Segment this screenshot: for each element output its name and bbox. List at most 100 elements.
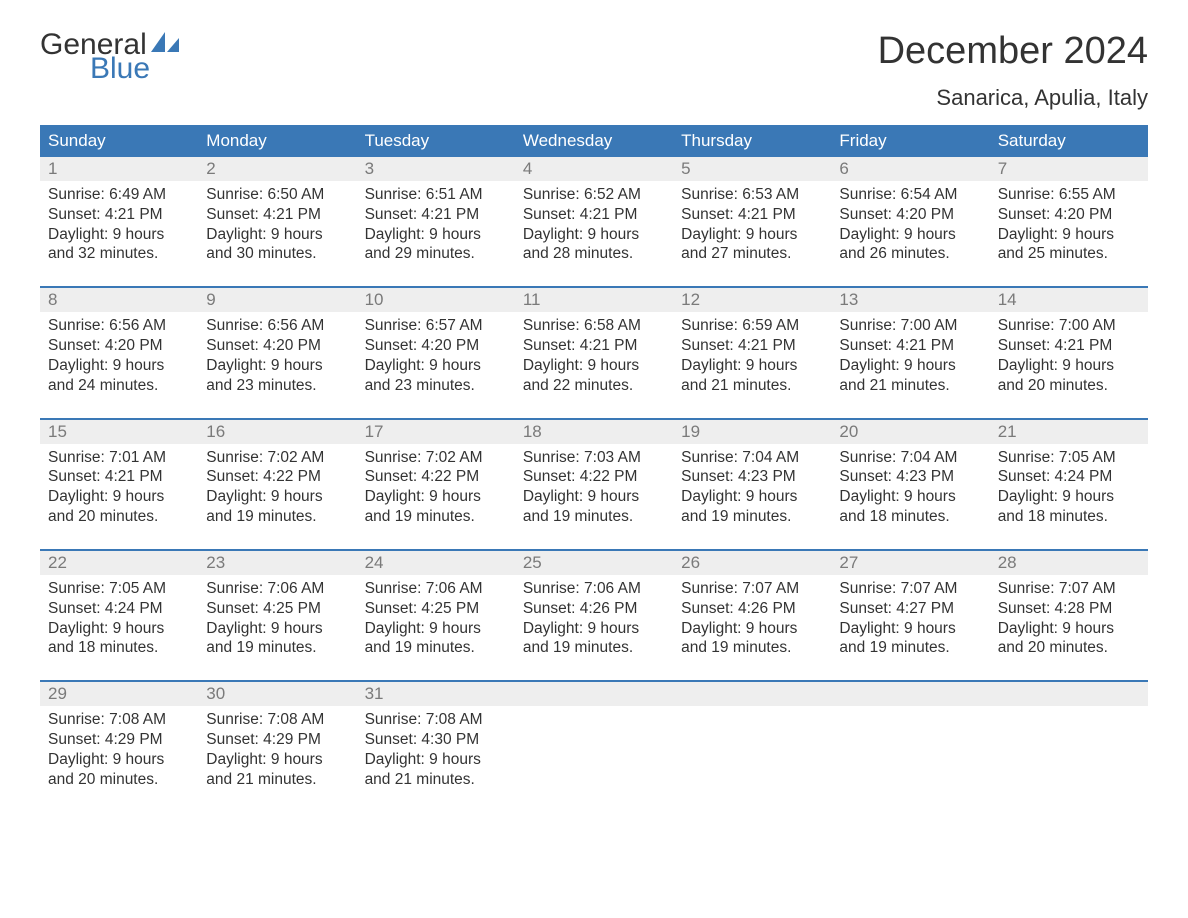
sunset-line: Sunset: 4:26 PM <box>681 599 823 619</box>
sunrise-line: Sunrise: 7:03 AM <box>523 448 665 468</box>
daylight-line: Daylight: 9 hours and 26 minutes. <box>839 225 981 265</box>
dow-sunday: Sunday <box>40 125 198 157</box>
day-number: 9 <box>198 288 356 312</box>
day-number: 20 <box>831 420 989 444</box>
dow-friday: Friday <box>831 125 989 157</box>
sunset-line: Sunset: 4:21 PM <box>365 205 507 225</box>
day-number: 5 <box>673 157 831 181</box>
calendar-day: 6Sunrise: 6:54 AMSunset: 4:20 PMDaylight… <box>831 157 989 274</box>
week-row: 22Sunrise: 7:05 AMSunset: 4:24 PMDayligh… <box>40 549 1148 668</box>
daylight-line: Daylight: 9 hours and 20 minutes. <box>998 619 1140 659</box>
calendar-day: 16Sunrise: 7:02 AMSunset: 4:22 PMDayligh… <box>198 420 356 537</box>
daylight-line: Daylight: 9 hours and 18 minutes. <box>839 487 981 527</box>
calendar-day: . <box>515 682 673 799</box>
calendar-day: 22Sunrise: 7:05 AMSunset: 4:24 PMDayligh… <box>40 551 198 668</box>
day-details: Sunrise: 7:06 AMSunset: 4:25 PMDaylight:… <box>198 575 356 658</box>
sunset-line: Sunset: 4:24 PM <box>998 467 1140 487</box>
daylight-line: Daylight: 9 hours and 20 minutes. <box>998 356 1140 396</box>
calendar-day: 24Sunrise: 7:06 AMSunset: 4:25 PMDayligh… <box>357 551 515 668</box>
daylight-line: Daylight: 9 hours and 20 minutes. <box>48 750 190 790</box>
sunset-line: Sunset: 4:21 PM <box>998 336 1140 356</box>
sunrise-line: Sunrise: 7:04 AM <box>839 448 981 468</box>
day-number: 30 <box>198 682 356 706</box>
calendar-day: 30Sunrise: 7:08 AMSunset: 4:29 PMDayligh… <box>198 682 356 799</box>
sunset-line: Sunset: 4:27 PM <box>839 599 981 619</box>
day-number: 16 <box>198 420 356 444</box>
sunrise-line: Sunrise: 6:59 AM <box>681 316 823 336</box>
day-details: Sunrise: 7:04 AMSunset: 4:23 PMDaylight:… <box>673 444 831 527</box>
sunrise-line: Sunrise: 6:51 AM <box>365 185 507 205</box>
sunset-line: Sunset: 4:20 PM <box>206 336 348 356</box>
title-block: December 2024 Sanarica, Apulia, Italy <box>878 30 1148 111</box>
sunset-line: Sunset: 4:20 PM <box>839 205 981 225</box>
calendar-day: 17Sunrise: 7:02 AMSunset: 4:22 PMDayligh… <box>357 420 515 537</box>
day-details: Sunrise: 6:59 AMSunset: 4:21 PMDaylight:… <box>673 312 831 395</box>
day-details: Sunrise: 7:00 AMSunset: 4:21 PMDaylight:… <box>831 312 989 395</box>
daylight-line: Daylight: 9 hours and 22 minutes. <box>523 356 665 396</box>
sunrise-line: Sunrise: 7:07 AM <box>681 579 823 599</box>
logo-text-blue: Blue <box>90 54 181 84</box>
day-number: 7 <box>990 157 1148 181</box>
sunrise-line: Sunrise: 7:07 AM <box>998 579 1140 599</box>
calendar-day: 31Sunrise: 7:08 AMSunset: 4:30 PMDayligh… <box>357 682 515 799</box>
day-of-week-header: SundayMondayTuesdayWednesdayThursdayFrid… <box>40 125 1148 157</box>
sunrise-line: Sunrise: 7:04 AM <box>681 448 823 468</box>
day-details: Sunrise: 7:08 AMSunset: 4:29 PMDaylight:… <box>198 706 356 789</box>
day-details: Sunrise: 6:58 AMSunset: 4:21 PMDaylight:… <box>515 312 673 395</box>
day-details: Sunrise: 7:06 AMSunset: 4:25 PMDaylight:… <box>357 575 515 658</box>
daylight-line: Daylight: 9 hours and 19 minutes. <box>839 619 981 659</box>
week-row: 8Sunrise: 6:56 AMSunset: 4:20 PMDaylight… <box>40 286 1148 405</box>
sunset-line: Sunset: 4:23 PM <box>839 467 981 487</box>
daylight-line: Daylight: 9 hours and 24 minutes. <box>48 356 190 396</box>
daylight-line: Daylight: 9 hours and 19 minutes. <box>365 619 507 659</box>
calendar-day: 4Sunrise: 6:52 AMSunset: 4:21 PMDaylight… <box>515 157 673 274</box>
sunrise-line: Sunrise: 7:05 AM <box>998 448 1140 468</box>
daylight-line: Daylight: 9 hours and 30 minutes. <box>206 225 348 265</box>
day-number: 25 <box>515 551 673 575</box>
daylight-line: Daylight: 9 hours and 21 minutes. <box>681 356 823 396</box>
calendar-day: 14Sunrise: 7:00 AMSunset: 4:21 PMDayligh… <box>990 288 1148 405</box>
day-number: 12 <box>673 288 831 312</box>
day-details: Sunrise: 7:05 AMSunset: 4:24 PMDaylight:… <box>990 444 1148 527</box>
calendar-day: 26Sunrise: 7:07 AMSunset: 4:26 PMDayligh… <box>673 551 831 668</box>
sunrise-line: Sunrise: 7:06 AM <box>365 579 507 599</box>
sunset-line: Sunset: 4:25 PM <box>365 599 507 619</box>
sunset-line: Sunset: 4:21 PM <box>839 336 981 356</box>
daylight-line: Daylight: 9 hours and 19 minutes. <box>206 619 348 659</box>
day-number: 8 <box>40 288 198 312</box>
sunrise-line: Sunrise: 7:02 AM <box>365 448 507 468</box>
sunrise-line: Sunrise: 7:08 AM <box>48 710 190 730</box>
day-number: 18 <box>515 420 673 444</box>
calendar-day: 21Sunrise: 7:05 AMSunset: 4:24 PMDayligh… <box>990 420 1148 537</box>
day-number: 15 <box>40 420 198 444</box>
calendar-day: 7Sunrise: 6:55 AMSunset: 4:20 PMDaylight… <box>990 157 1148 274</box>
calendar-day: 27Sunrise: 7:07 AMSunset: 4:27 PMDayligh… <box>831 551 989 668</box>
day-details: Sunrise: 6:53 AMSunset: 4:21 PMDaylight:… <box>673 181 831 264</box>
day-number: 28 <box>990 551 1148 575</box>
calendar-day: 12Sunrise: 6:59 AMSunset: 4:21 PMDayligh… <box>673 288 831 405</box>
calendar-day: 10Sunrise: 6:57 AMSunset: 4:20 PMDayligh… <box>357 288 515 405</box>
day-details: Sunrise: 6:52 AMSunset: 4:21 PMDaylight:… <box>515 181 673 264</box>
day-number: 4 <box>515 157 673 181</box>
day-number: 23 <box>198 551 356 575</box>
sunrise-line: Sunrise: 6:55 AM <box>998 185 1140 205</box>
dow-tuesday: Tuesday <box>357 125 515 157</box>
sunset-line: Sunset: 4:25 PM <box>206 599 348 619</box>
day-number: 3 <box>357 157 515 181</box>
daylight-line: Daylight: 9 hours and 27 minutes. <box>681 225 823 265</box>
day-details: Sunrise: 7:07 AMSunset: 4:28 PMDaylight:… <box>990 575 1148 658</box>
calendar-day: 28Sunrise: 7:07 AMSunset: 4:28 PMDayligh… <box>990 551 1148 668</box>
logo: General Blue <box>40 30 181 84</box>
day-number: 21 <box>990 420 1148 444</box>
calendar-day: 11Sunrise: 6:58 AMSunset: 4:21 PMDayligh… <box>515 288 673 405</box>
sunrise-line: Sunrise: 7:00 AM <box>998 316 1140 336</box>
daylight-line: Daylight: 9 hours and 20 minutes. <box>48 487 190 527</box>
daylight-line: Daylight: 9 hours and 21 minutes. <box>365 750 507 790</box>
day-number: 6 <box>831 157 989 181</box>
day-number: 26 <box>673 551 831 575</box>
sunset-line: Sunset: 4:22 PM <box>365 467 507 487</box>
day-number: 24 <box>357 551 515 575</box>
sunset-line: Sunset: 4:20 PM <box>48 336 190 356</box>
sunset-line: Sunset: 4:20 PM <box>365 336 507 356</box>
week-row: 1Sunrise: 6:49 AMSunset: 4:21 PMDaylight… <box>40 157 1148 274</box>
